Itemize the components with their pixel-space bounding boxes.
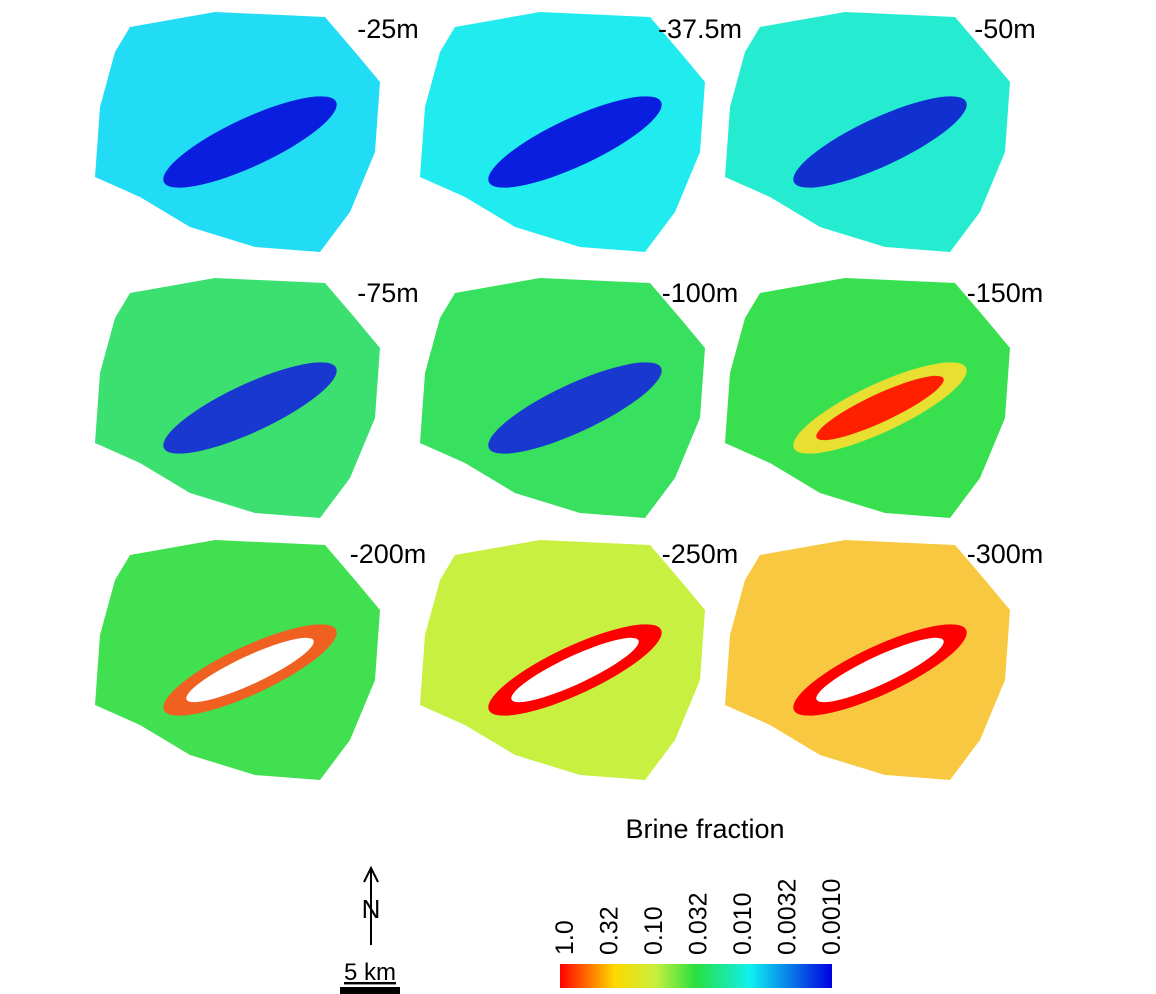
colorbar-label: 0.0032: [774, 879, 802, 955]
legend-title: Brine fraction: [625, 814, 784, 844]
depth-label: -150m: [967, 278, 1044, 308]
depth-label: -250m: [662, 539, 739, 569]
depth-label: -37.5m: [658, 14, 742, 44]
map-panel: -300m: [725, 539, 1043, 780]
figure: -25m -37.5m -50m -75m -100m -150m -200m -250m -3…: [0, 0, 1156, 994]
colorbar-label: 0.032: [685, 892, 713, 955]
map-panel: -150m: [725, 278, 1043, 518]
scale-label: 5 km: [344, 959, 396, 986]
north-arrow: N: [362, 868, 381, 945]
depth-label: -75m: [357, 278, 419, 308]
scale-bar: [340, 987, 400, 994]
map-panel: -37.5m: [420, 12, 742, 252]
colorbar-label: 0.10: [640, 906, 668, 955]
depth-label: -50m: [974, 14, 1036, 44]
depth-label: -200m: [350, 539, 427, 569]
depth-label: -25m: [357, 14, 419, 44]
colorbar-label: 0.0010: [818, 879, 846, 955]
colorbar-label: 0.32: [596, 906, 624, 955]
colorbar-label: 0.010: [729, 892, 757, 955]
north-label: N: [362, 894, 381, 924]
map-panel: -75m: [95, 278, 419, 518]
map-panel: -200m: [95, 539, 426, 780]
map-panel: -100m: [420, 278, 738, 518]
map-panel: -50m: [725, 12, 1036, 252]
colorbar: [560, 964, 832, 988]
map-panel: -250m: [420, 539, 738, 780]
depth-label: -100m: [662, 278, 739, 308]
colorbar-label: 1.0: [551, 920, 579, 955]
depth-label: -300m: [967, 539, 1044, 569]
legend-labels: 1.0 0.32 0.10 0.032 0.010 0.0032 0.0010: [551, 879, 846, 955]
map-panels: -25m -37.5m -50m -75m -100m -150m -200m -250m -3…: [95, 12, 1043, 780]
map-panel: -25m: [95, 12, 419, 252]
